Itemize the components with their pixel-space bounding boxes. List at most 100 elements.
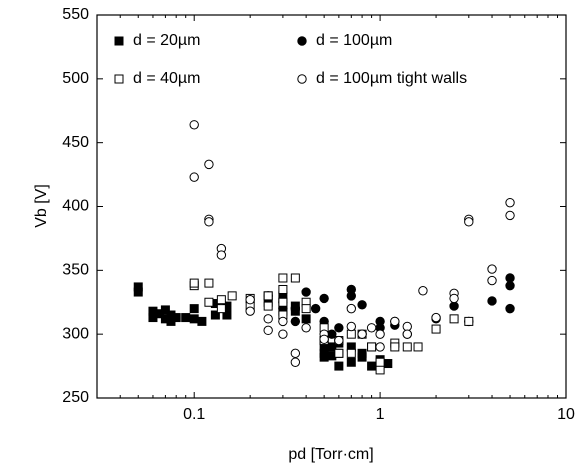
marker — [189, 304, 199, 314]
marker — [449, 293, 459, 304]
legend-marker — [114, 36, 124, 46]
marker — [334, 323, 344, 333]
marker — [301, 304, 311, 314]
marker — [290, 316, 301, 327]
marker — [222, 310, 232, 320]
marker — [133, 282, 143, 292]
marker — [487, 264, 497, 274]
marker — [375, 365, 385, 375]
marker — [431, 312, 441, 323]
marker — [357, 348, 367, 358]
marker — [431, 324, 441, 334]
marker — [334, 348, 344, 358]
marker — [181, 313, 191, 323]
x-tick-label: 0.1 — [183, 406, 205, 423]
marker — [263, 314, 273, 324]
marker — [464, 217, 474, 227]
marker — [216, 250, 227, 260]
marker — [383, 359, 393, 369]
legend-marker — [297, 74, 307, 84]
marker — [189, 278, 199, 288]
y-tick-label: 500 — [62, 70, 89, 87]
marker — [487, 275, 497, 286]
marker — [263, 291, 273, 301]
marker — [204, 217, 214, 227]
y-tick-label: 350 — [62, 262, 89, 279]
marker — [346, 321, 357, 332]
marker — [204, 297, 214, 307]
y-tick-label: 300 — [62, 325, 89, 342]
legend-label: d = 40µm — [133, 70, 200, 87]
marker — [263, 301, 273, 311]
marker — [160, 305, 170, 315]
marker — [505, 280, 515, 291]
marker — [346, 329, 356, 339]
y-tick-label: 450 — [62, 134, 89, 151]
marker — [375, 329, 385, 339]
marker — [216, 304, 226, 314]
x-axis-label: pd [Torr·cm] — [288, 446, 373, 463]
marker — [375, 357, 385, 367]
marker — [310, 303, 321, 314]
marker — [346, 348, 356, 358]
marker — [449, 314, 459, 324]
marker — [278, 297, 288, 307]
legend-label: d = 100µm — [316, 32, 392, 49]
marker — [464, 316, 474, 326]
marker — [334, 335, 344, 346]
marker — [210, 310, 220, 320]
marker — [346, 357, 356, 367]
marker — [319, 352, 329, 362]
marker — [367, 361, 377, 371]
marker — [189, 120, 199, 130]
marker — [278, 316, 288, 327]
marker — [505, 197, 515, 208]
marker — [390, 342, 400, 352]
marker — [334, 361, 344, 371]
marker — [290, 273, 300, 283]
y-tick-label: 250 — [62, 389, 89, 406]
marker — [402, 329, 412, 339]
marker — [278, 284, 288, 294]
marker — [171, 313, 181, 323]
legend-marker — [114, 74, 124, 84]
marker — [290, 303, 301, 314]
marker — [301, 287, 311, 297]
x-tick-label: 10 — [557, 406, 575, 423]
marker — [505, 273, 515, 283]
marker — [505, 303, 515, 314]
y-tick-label: 550 — [62, 6, 89, 23]
marker — [366, 323, 377, 333]
marker — [402, 342, 412, 352]
marker — [487, 296, 497, 306]
marker — [319, 334, 329, 344]
marker — [357, 300, 367, 310]
marker — [245, 306, 255, 316]
marker — [346, 303, 357, 314]
marker — [290, 357, 301, 367]
marker — [278, 329, 288, 339]
marker — [189, 314, 199, 324]
marker — [227, 291, 237, 301]
marker — [367, 342, 377, 352]
legend-label: d = 100µm tight walls — [316, 70, 467, 87]
marker — [278, 273, 288, 283]
marker — [204, 159, 214, 170]
marker — [301, 323, 311, 333]
marker — [357, 329, 367, 339]
marker — [505, 210, 515, 221]
y-axis-label: Vb [V] — [33, 184, 50, 228]
marker — [245, 294, 255, 305]
marker — [189, 172, 199, 182]
marker — [204, 278, 214, 288]
x-tick-label: 1 — [376, 406, 385, 423]
marker — [319, 293, 329, 304]
marker — [449, 301, 459, 311]
marker — [290, 348, 301, 359]
y-tick-label: 400 — [62, 198, 89, 215]
legend-marker — [297, 36, 307, 46]
marker — [216, 295, 226, 305]
marker — [390, 316, 400, 327]
marker — [402, 321, 412, 332]
